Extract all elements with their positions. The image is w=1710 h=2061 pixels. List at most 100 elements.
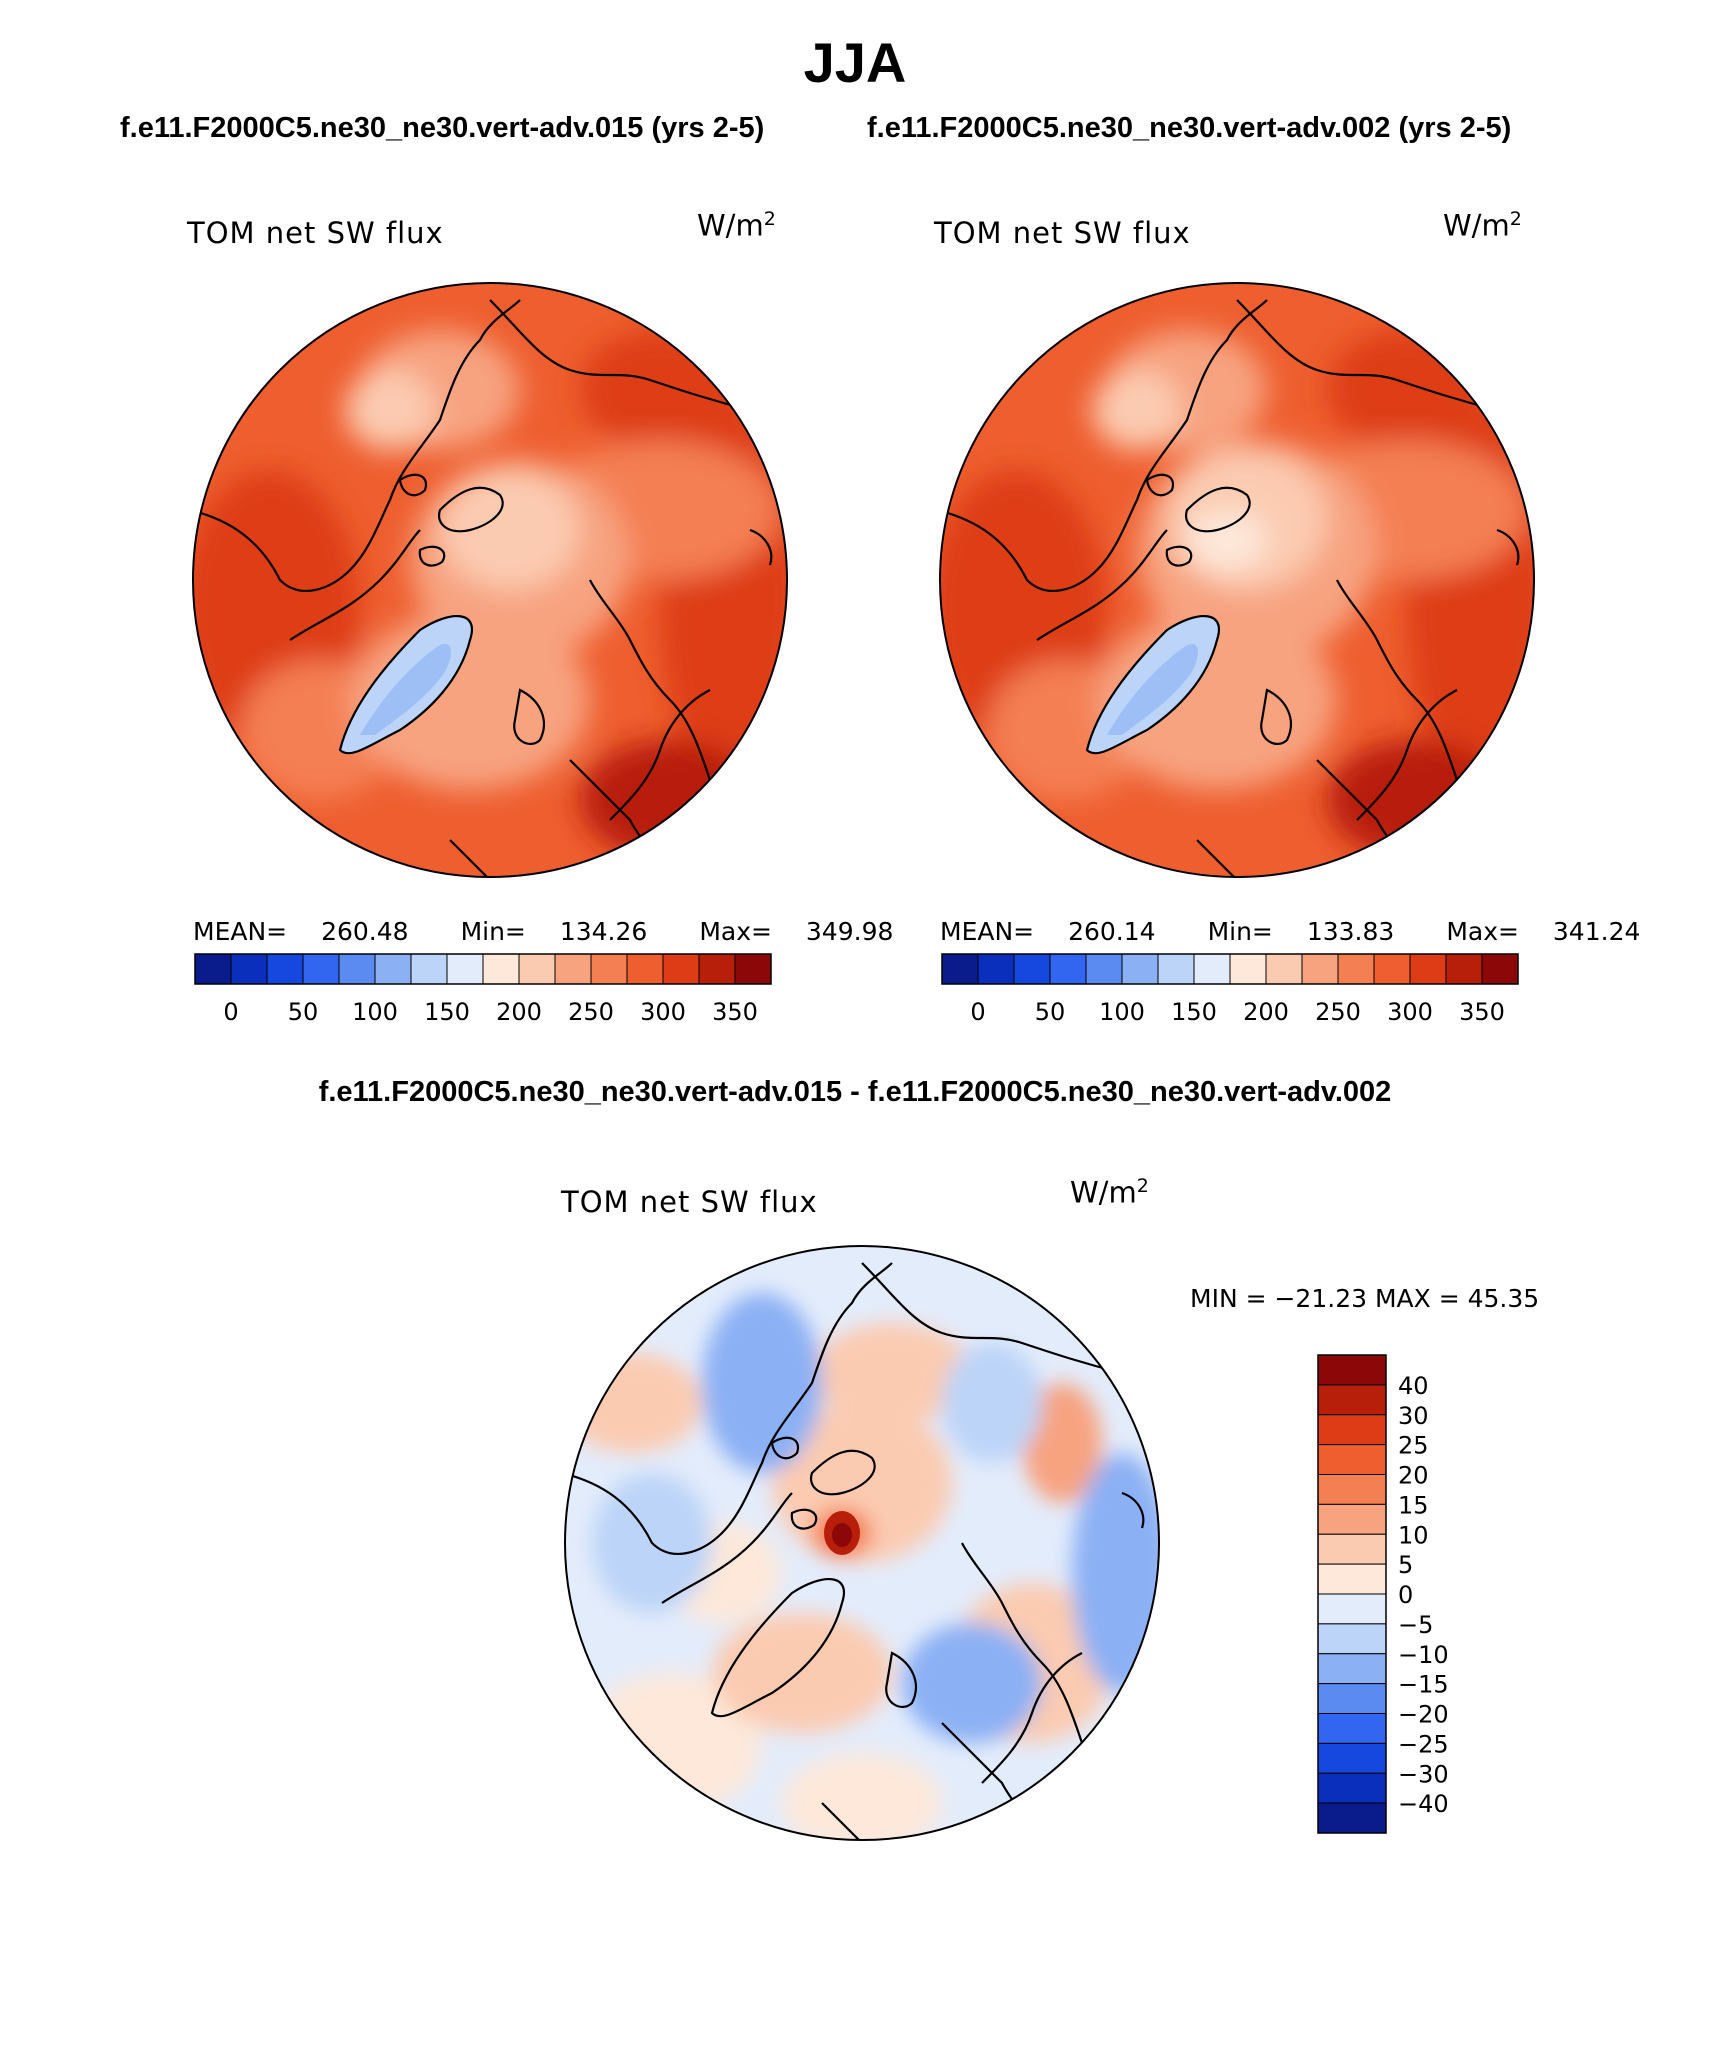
page-title: JJA bbox=[803, 31, 907, 94]
colorbar-right-swatch bbox=[1445, 953, 1483, 985]
colorbar-right-tick-label: 50 bbox=[1035, 998, 1066, 1026]
colorbar-difference-swatch bbox=[1317, 1713, 1387, 1744]
colorbar-difference-swatch bbox=[1317, 1802, 1387, 1834]
case-title-right: f.e11.F2000C5.ne30_ne30.vert-adv.002 (yr… bbox=[867, 112, 1512, 144]
colorbar-left-tick-label: 0 bbox=[223, 998, 238, 1026]
colorbar-right: 0 50 100 150 200 250 300 350 bbox=[941, 953, 1519, 1026]
colorbar-difference-swatch bbox=[1317, 1563, 1387, 1595]
colorbar-difference-tick-label: −5 bbox=[1398, 1611, 1433, 1639]
colorbar-right-swatch bbox=[1301, 953, 1339, 985]
polar-map-left bbox=[192, 282, 788, 878]
colorbar-difference-swatch bbox=[1317, 1444, 1387, 1475]
colorbar-right-swatch bbox=[977, 953, 1015, 985]
colorbar-left-swatch bbox=[194, 953, 232, 985]
polar-map-difference bbox=[564, 1245, 1160, 1841]
colorbar-right-swatch bbox=[1085, 953, 1123, 985]
colorbar-difference-swatch bbox=[1317, 1414, 1387, 1446]
colorbar-difference-tick-label: 5 bbox=[1398, 1551, 1413, 1579]
colorbar-left-swatch bbox=[734, 953, 772, 985]
colorbar-right-swatch bbox=[1121, 953, 1159, 985]
colorbar-difference-swatch bbox=[1317, 1474, 1387, 1505]
colorbar-left-swatch bbox=[662, 953, 700, 985]
colorbar-right-swatch bbox=[1265, 953, 1303, 985]
colorbar-left-tick-label: 200 bbox=[496, 998, 542, 1026]
colorbar-left-swatch bbox=[230, 953, 268, 985]
colorbar-left-swatch bbox=[590, 953, 628, 985]
case-title-left: f.e11.F2000C5.ne30_ne30.vert-adv.015 (yr… bbox=[120, 112, 765, 144]
colorbar-right-tick-label: 250 bbox=[1315, 998, 1361, 1026]
colorbar-difference-tick-label: −25 bbox=[1398, 1730, 1449, 1758]
colorbar-left-swatch bbox=[698, 953, 736, 985]
colorbar-left-swatch bbox=[518, 953, 556, 985]
colorbar-left-swatch bbox=[626, 953, 664, 985]
colorbar-right-swatch bbox=[1049, 953, 1087, 985]
colorbar-difference-swatch bbox=[1317, 1653, 1387, 1685]
colorbar-left-tick-label: 350 bbox=[712, 998, 758, 1026]
colorbar-difference-tick-label: 30 bbox=[1398, 1402, 1429, 1430]
colorbar-left-swatch bbox=[482, 953, 520, 985]
colorbar-difference-swatch bbox=[1317, 1533, 1387, 1565]
colorbar-difference-swatch bbox=[1317, 1593, 1387, 1625]
panel2-title: TOM net SW flux bbox=[934, 216, 1191, 250]
colorbar-left-frame bbox=[194, 953, 772, 985]
colorbar-difference-frame bbox=[1317, 1354, 1387, 1834]
colorbar-difference-tick-label: 25 bbox=[1398, 1432, 1429, 1460]
colorbar-left-swatch bbox=[374, 953, 412, 985]
colorbar-left-tick-label: 150 bbox=[424, 998, 470, 1026]
colorbar-right-tick-label: 150 bbox=[1171, 998, 1217, 1026]
polar-map-right bbox=[939, 282, 1535, 878]
colorbar-right-swatch bbox=[1013, 953, 1051, 985]
colorbar-difference-tick-label: −15 bbox=[1398, 1671, 1449, 1699]
colorbar-left: 0 50 100 150 200 250 300 350 bbox=[194, 953, 772, 1026]
colorbar-left-swatch bbox=[554, 953, 592, 985]
colorbar-right-tick-label: 200 bbox=[1243, 998, 1289, 1026]
panel1-unit: W/m2 bbox=[697, 208, 776, 243]
colorbar-difference-tick-label: 10 bbox=[1398, 1521, 1429, 1549]
colorbar-right-swatch bbox=[941, 953, 979, 985]
colorbar-difference-swatch bbox=[1317, 1354, 1387, 1386]
colorbar-right-tick-label: 0 bbox=[970, 998, 985, 1026]
colorbar-left-swatch bbox=[410, 953, 448, 985]
colorbar-right-swatch bbox=[1409, 953, 1447, 985]
colorbar-difference-swatch bbox=[1317, 1683, 1387, 1714]
colorbar-left-tick-label: 300 bbox=[640, 998, 686, 1026]
colorbar-difference-swatch bbox=[1317, 1742, 1387, 1774]
colorbar-difference-tick-label: 15 bbox=[1398, 1491, 1429, 1519]
colorbar-difference-tick-label: 20 bbox=[1398, 1462, 1429, 1490]
colorbar-difference-swatch bbox=[1317, 1384, 1387, 1416]
diff-title: f.e11.F2000C5.ne30_ne30.vert-adv.015 - f… bbox=[318, 1076, 1392, 1108]
colorbar-left-tick-label: 50 bbox=[288, 998, 319, 1026]
panel2-stats: MEAN= 260.14 Min= 133.83 Max= 341.24 bbox=[940, 917, 1641, 946]
colorbar-difference-tick-label: −40 bbox=[1398, 1790, 1449, 1818]
colorbar-left-swatch bbox=[302, 953, 340, 985]
colorbar-left-swatch bbox=[266, 953, 304, 985]
panel3-minmax: MIN = −21.23 MAX = 45.35 bbox=[1190, 1284, 1540, 1313]
colorbar-right-swatch bbox=[1157, 953, 1195, 985]
colorbar-left-tick-label: 250 bbox=[568, 998, 614, 1026]
colorbar-difference-tick-label: 40 bbox=[1398, 1372, 1429, 1400]
panel2-unit: W/m2 bbox=[1443, 208, 1522, 243]
panel3-title: TOM net SW flux bbox=[561, 1185, 818, 1219]
colorbar-difference-swatch bbox=[1317, 1623, 1387, 1655]
colorbar-left-swatch bbox=[338, 953, 376, 985]
panel3-unit: W/m2 bbox=[1070, 1175, 1149, 1210]
colorbar-right-swatch bbox=[1193, 953, 1231, 985]
colorbar-right-swatch bbox=[1337, 953, 1375, 985]
colorbar-right-tick-label: 350 bbox=[1459, 998, 1505, 1026]
colorbar-difference-tick-label: −20 bbox=[1398, 1701, 1449, 1729]
colorbar-left-tick-label: 100 bbox=[352, 998, 398, 1026]
colorbar-right-swatch bbox=[1373, 953, 1411, 985]
colorbar-difference-tick-label: −10 bbox=[1398, 1641, 1449, 1669]
colorbar-right-tick-label: 300 bbox=[1387, 998, 1433, 1026]
colorbar-difference-swatch bbox=[1317, 1503, 1387, 1535]
colorbar-right-swatch bbox=[1481, 953, 1519, 985]
colorbar-difference-swatch bbox=[1317, 1772, 1387, 1804]
colorbar-difference-tick-label: 0 bbox=[1398, 1581, 1413, 1609]
colorbar-right-frame bbox=[941, 953, 1519, 985]
panel1-stats: MEAN= 260.48 Min= 134.26 Max= 349.98 bbox=[193, 917, 894, 946]
colorbar-right-tick-label: 100 bbox=[1099, 998, 1145, 1026]
colorbar-difference-tick-label: −30 bbox=[1398, 1760, 1449, 1788]
colorbar-left-swatch bbox=[446, 953, 484, 985]
panel1-title: TOM net SW flux bbox=[187, 216, 444, 250]
